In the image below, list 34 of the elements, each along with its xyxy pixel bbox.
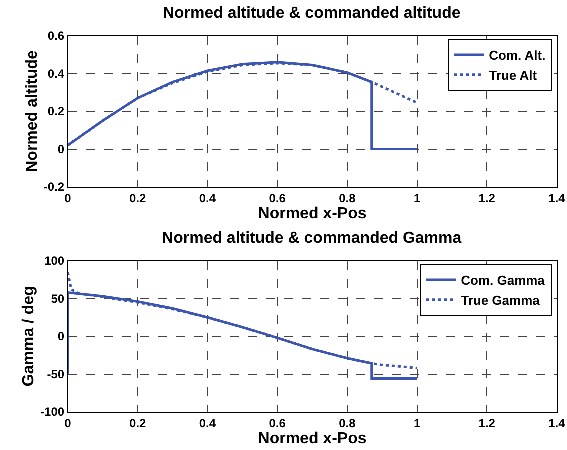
x-axis-title: Normed x-Pos	[258, 430, 367, 448]
x-tick-label: 0.8	[339, 191, 356, 206]
y-tick-label: 0.2	[48, 104, 65, 119]
y-tick-label: 50	[51, 292, 65, 306]
x-axis-title: Normed x-Pos	[258, 205, 367, 222]
x-tick-label: 0.2	[130, 416, 147, 430]
x-tick-label: 0.4	[199, 416, 216, 430]
legend-label: True Alt	[489, 68, 538, 83]
y-tick-label: -0.2	[44, 180, 65, 194]
y-axis-title: Normed altitude	[24, 50, 41, 172]
x-tick-label: 0.8	[339, 416, 356, 430]
x-tick-label: 0.6	[269, 416, 286, 430]
x-tick-label: 0.4	[199, 191, 216, 206]
chart-title: Normed altitude & commanded altitude	[162, 4, 461, 22]
x-tick-label: 1	[414, 191, 421, 206]
chart-title: Normed altitude & commanded Gamma	[162, 230, 462, 247]
y-tick-label: 0.4	[48, 66, 65, 81]
legend-label: Com. Gamma	[461, 273, 546, 288]
legend-label: True Gamma	[461, 292, 541, 308]
x-tick-label: 1.4	[548, 191, 566, 206]
y-tick-label: 0	[58, 330, 65, 344]
x-tick-label: 0.6	[269, 191, 286, 206]
y-tick-label: -100	[40, 405, 65, 420]
x-tick-label: 1.2	[478, 191, 496, 206]
y-tick-label: 100	[44, 254, 65, 268]
y-tick-label: 0.6	[48, 29, 65, 44]
y-tick-label: -50	[47, 367, 65, 382]
y-tick-label: 0	[58, 142, 65, 156]
legend-label: Com. Alt.	[489, 48, 546, 64]
x-tick-label: 1.4	[548, 416, 566, 430]
y-axis-title: Gamma / deg	[20, 286, 38, 387]
x-tick-label: 0.2	[130, 191, 147, 206]
x-tick-label: 1.2	[478, 416, 496, 430]
x-tick-label: 1	[414, 416, 421, 430]
